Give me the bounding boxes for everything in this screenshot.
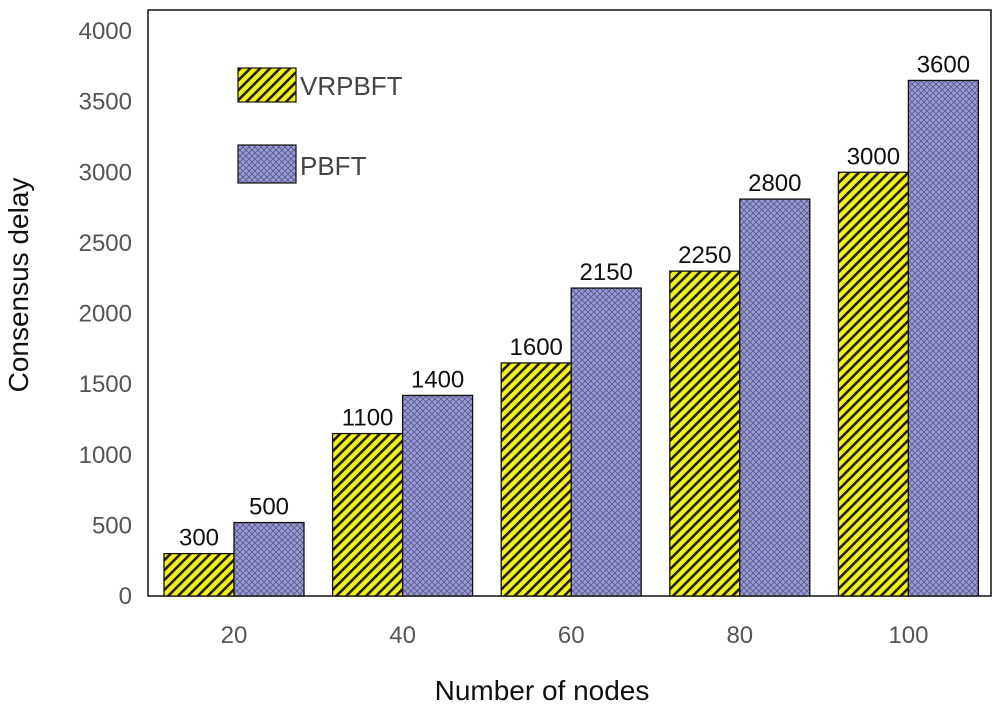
data-label-vrpbft-40: 1100 — [342, 405, 394, 432]
y-axis-ticks: 0 500 1000 1500 2000 2500 3000 3500 4000 — [79, 18, 132, 610]
data-label-pbft-40: 1400 — [411, 366, 464, 393]
x-tick-label-80: 80 — [726, 622, 753, 649]
data-label-vrpbft-20: 300 — [179, 525, 219, 552]
bar-vrpbft-80 — [669, 270, 741, 597]
bar-pbft-80 — [739, 198, 811, 597]
bar-vrpbft-20 — [163, 552, 235, 597]
data-label-pbft-60: 2150 — [580, 259, 633, 286]
bar-vrpbft-40 — [331, 432, 404, 597]
data-label-vrpbft-60: 1600 — [510, 334, 563, 361]
y-tick-label-1500: 1500 — [79, 371, 132, 398]
x-axis-title: Number of nodes — [435, 675, 650, 705]
bar-pbft-100 — [907, 79, 980, 597]
data-label-pbft-100: 3600 — [917, 51, 970, 78]
x-axis-ticks: 20 40 60 80 100 — [221, 622, 929, 649]
bar-pbft-20 — [233, 521, 305, 597]
data-label-pbft-80: 2800 — [748, 170, 801, 197]
bar-pbft-60 — [570, 287, 642, 597]
data-labels-group: 300 500 1100 1400 1600 2150 2250 2800 3000 3600 — [179, 51, 970, 551]
x-tick-label-40: 40 — [389, 622, 416, 649]
data-label-vrpbft-100: 3000 — [847, 143, 900, 170]
y-tick-label-2500: 2500 — [79, 230, 132, 257]
y-tick-label-500: 500 — [92, 512, 132, 539]
legend-label-vrpbft: VRPBFT — [300, 71, 403, 101]
y-tick-label-4000: 4000 — [79, 18, 132, 45]
legend-swatch-pbft — [237, 144, 297, 184]
y-tick-label-1000: 1000 — [79, 442, 132, 469]
y-tick-label-0: 0 — [119, 583, 132, 610]
y-axis-title: Consensus delay — [3, 178, 34, 393]
bar-vrpbft-100 — [837, 171, 910, 597]
y-tick-label-3000: 3000 — [79, 159, 132, 186]
legend-swatch-vrpbft — [237, 67, 297, 103]
y-tick-label-3500: 3500 — [79, 89, 132, 116]
data-label-vrpbft-80: 2250 — [678, 242, 731, 269]
bar-pbft-40 — [401, 394, 474, 597]
x-tick-label-60: 60 — [558, 622, 585, 649]
legend-label-pbft: PBFT — [300, 151, 367, 181]
x-tick-label-20: 20 — [221, 622, 248, 649]
legend: VRPBFT PBFT — [237, 67, 403, 184]
bars-group — [163, 79, 980, 597]
data-label-pbft-20: 500 — [249, 494, 289, 521]
x-tick-label-100: 100 — [888, 622, 928, 649]
bar-vrpbft-60 — [500, 362, 572, 597]
y-tick-label-2000: 2000 — [79, 301, 132, 328]
